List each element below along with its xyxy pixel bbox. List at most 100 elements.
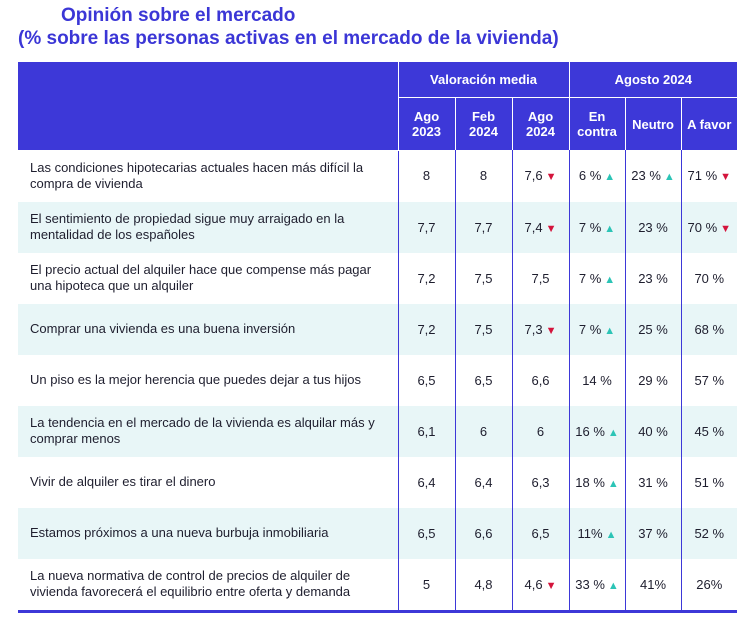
header-col-5: A favor bbox=[681, 97, 738, 150]
table-cell: 23 % bbox=[625, 201, 682, 253]
cell-value: 33 % bbox=[575, 576, 605, 592]
table-row: Un piso es la mejor herencia que puedes … bbox=[18, 354, 738, 406]
cell-value: 25 % bbox=[638, 321, 668, 337]
cell-value: 40 % bbox=[638, 423, 668, 439]
cell-value: 68 % bbox=[694, 321, 725, 337]
table-cell: 7,7 bbox=[455, 201, 513, 253]
page-title: Opinión sobre el mercado (% sobre las pe… bbox=[18, 4, 559, 50]
cell-value: 52 % bbox=[694, 525, 725, 541]
cell-value: 5 bbox=[422, 576, 431, 592]
table-cell: 6,5 bbox=[398, 354, 456, 406]
triangle-up-icon: ▲ bbox=[607, 579, 619, 592]
cell-value: 8 bbox=[422, 168, 431, 184]
cell-value: 6,4 bbox=[474, 474, 493, 490]
header-group-agosto: Agosto 2024 bbox=[569, 62, 738, 98]
header-col-line2: contra bbox=[577, 124, 617, 139]
table-cell: 8 bbox=[398, 150, 456, 202]
cell-value: 26% bbox=[696, 576, 723, 592]
row-label: Comprar una vivienda es una buena invers… bbox=[18, 303, 399, 355]
cell-value: 7,6 bbox=[524, 168, 543, 184]
cell-value: 7,5 bbox=[474, 321, 493, 337]
table-cell: 6 bbox=[512, 405, 570, 457]
table-cell: 6,4 bbox=[455, 456, 513, 508]
cell-value: 8 bbox=[479, 168, 488, 184]
cell-value: 6,1 bbox=[417, 423, 436, 439]
table-cell: 16 % ▲ bbox=[569, 405, 626, 457]
table-cell: 6 % ▲ bbox=[569, 150, 626, 202]
header-col-line1: En bbox=[588, 109, 606, 124]
header-col-4: Neutro bbox=[625, 97, 682, 150]
table-cell: 6,5 bbox=[512, 507, 570, 559]
header-col-3: En contra bbox=[569, 97, 626, 150]
table-cell: 70 % ▼ bbox=[681, 201, 738, 253]
table-cell: 7,3 ▼ bbox=[512, 303, 570, 355]
cell-value: 45 % bbox=[694, 423, 725, 439]
header-col-line1: Ago bbox=[527, 109, 554, 124]
table-cell: 7,5 bbox=[512, 252, 570, 304]
row-label: Un piso es la mejor herencia que puedes … bbox=[18, 354, 399, 406]
header-col-0: Ago 2023 bbox=[398, 97, 456, 150]
cell-value: 7 % bbox=[578, 219, 602, 235]
header-col-line2: 2023 bbox=[412, 124, 441, 139]
table-cell: 7,5 bbox=[455, 303, 513, 355]
cell-value: 7,7 bbox=[417, 219, 436, 235]
cell-value: 7,5 bbox=[474, 270, 493, 286]
table-cell: 23 % ▲ bbox=[625, 150, 682, 202]
cell-value: 6,5 bbox=[417, 525, 436, 541]
table-cell: 7,2 bbox=[398, 252, 456, 304]
table-cell: 6 bbox=[455, 405, 513, 457]
market-opinion-table: Valoración media Agosto 2024 Ago 2023 Feb 2… bbox=[18, 62, 738, 613]
table-cell: 5 bbox=[398, 558, 456, 613]
table-cell: 68 % bbox=[681, 303, 738, 355]
cell-value: 70 % bbox=[694, 270, 725, 286]
table-cell: 8 bbox=[455, 150, 513, 202]
cell-value: 7,7 bbox=[474, 219, 493, 235]
table-cell: 51 % bbox=[681, 456, 738, 508]
table-cell: 71 % ▼ bbox=[681, 150, 738, 202]
cell-value: 6 % bbox=[578, 168, 602, 184]
table-header: Valoración media Agosto 2024 Ago 2023 Feb 2… bbox=[18, 62, 738, 151]
cell-value: 4,8 bbox=[474, 576, 493, 592]
cell-value: 6,5 bbox=[531, 525, 550, 541]
cell-value: 16 % bbox=[575, 423, 605, 439]
triangle-up-icon: ▲ bbox=[604, 222, 616, 235]
title-line-1: Opinión sobre el mercado bbox=[61, 5, 296, 26]
header-blank-cell bbox=[18, 62, 399, 151]
triangle-down-icon: ▼ bbox=[720, 171, 732, 184]
cell-value: 7,4 bbox=[524, 219, 543, 235]
table-cell: 4,8 bbox=[455, 558, 513, 613]
table-cell: 25 % bbox=[625, 303, 682, 355]
table-cell: 6,5 bbox=[398, 507, 456, 559]
cell-value: 41% bbox=[640, 576, 667, 592]
header-col-line2: 2024 bbox=[526, 124, 555, 139]
cell-value: 7,2 bbox=[417, 321, 436, 337]
row-label: Las condiciones hipotecarias actuales ha… bbox=[18, 150, 399, 202]
title-line-2: (% sobre las personas activas en el merc… bbox=[18, 28, 559, 49]
cell-value: 6,6 bbox=[474, 525, 493, 541]
header-col-line2: 2024 bbox=[469, 124, 498, 139]
cell-value: 29 % bbox=[638, 372, 668, 388]
header-group-valoracion: Valoración media bbox=[398, 62, 570, 98]
triangle-down-icon: ▼ bbox=[545, 579, 557, 592]
table-cell: 11% ▲ bbox=[569, 507, 626, 559]
cell-value: 6,5 bbox=[417, 372, 436, 388]
table-cell: 7 % ▲ bbox=[569, 201, 626, 253]
row-label: Vivir de alquiler es tirar el dinero bbox=[18, 456, 399, 508]
cell-value: 31 % bbox=[638, 474, 668, 490]
cell-value: 57 % bbox=[694, 372, 725, 388]
table-row: Estamos próximos a una nueva burbuja inm… bbox=[18, 507, 738, 559]
table-row: El sentimiento de propiedad sigue muy ar… bbox=[18, 201, 738, 253]
table-cell: 26% bbox=[681, 558, 738, 613]
table-cell: 6,4 bbox=[398, 456, 456, 508]
table-cell: 41% bbox=[625, 558, 682, 613]
cell-value: 7 % bbox=[578, 270, 602, 286]
table-cell: 6,3 bbox=[512, 456, 570, 508]
row-label: Estamos próximos a una nueva burbuja inm… bbox=[18, 507, 399, 559]
triangle-up-icon: ▲ bbox=[663, 171, 675, 184]
table-cell: 40 % bbox=[625, 405, 682, 457]
cell-value: 7,3 bbox=[524, 321, 543, 337]
cell-value: 7,2 bbox=[417, 270, 436, 286]
table-row: El precio actual del alquiler hace que c… bbox=[18, 252, 738, 304]
cell-value: 18 % bbox=[575, 474, 605, 490]
triangle-up-icon: ▲ bbox=[604, 273, 616, 286]
